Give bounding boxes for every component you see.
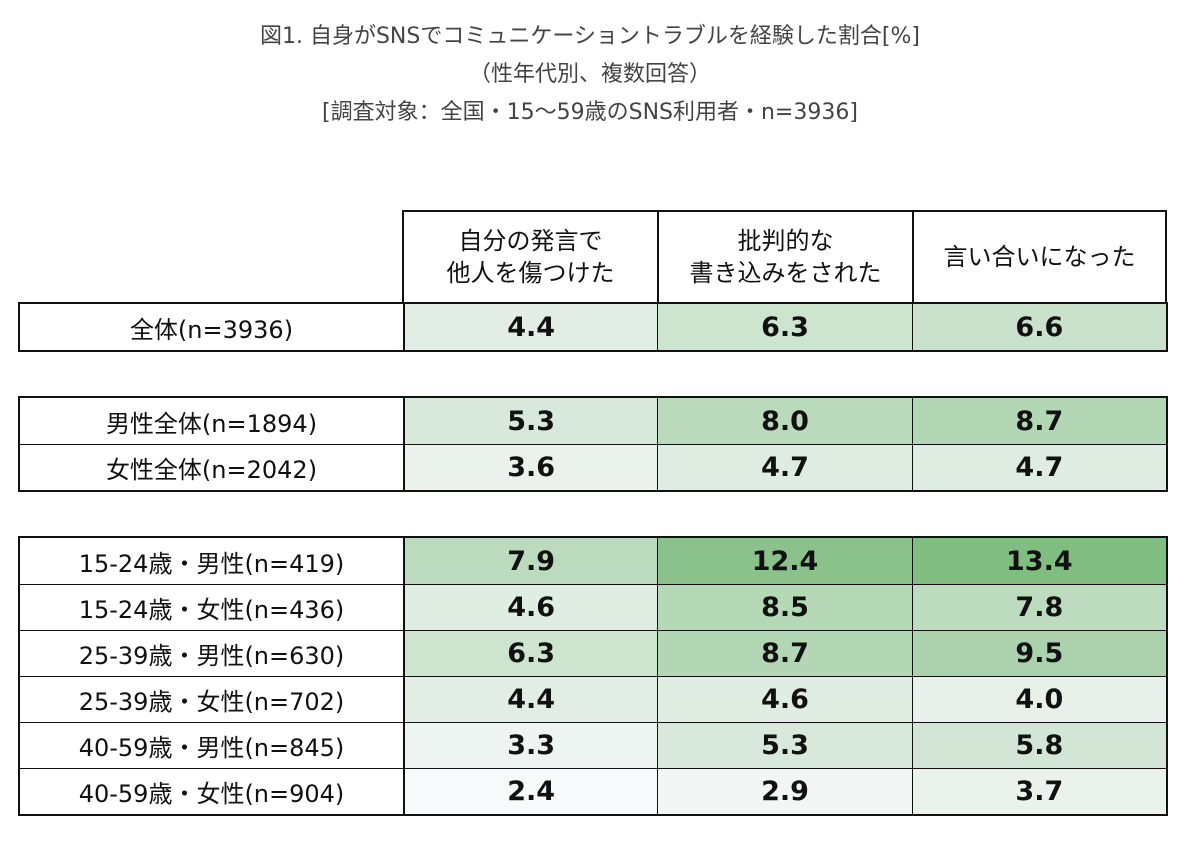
table-body: 全体(n=3936) 4.4 6.3 6.6 男性全体(n=1894) 5.3 8.0 8.7…	[18, 302, 1168, 816]
row-label: 25-39歳・女性(n=702)	[78, 688, 345, 716]
value-cell: 2.4	[403, 769, 658, 814]
value-cell: 4.0	[911, 677, 1166, 722]
table-row: 女性全体(n=2042) 3.6 4.7 4.7	[20, 444, 1166, 490]
row-label: 女性全体(n=2042)	[105, 456, 318, 484]
chart-subtitle: （性年代別、複数回答）	[468, 62, 711, 87]
value-cell: 4.6	[657, 677, 912, 722]
group-spacer	[18, 492, 1168, 536]
row-group: 15-24歳・男性(n=419) 7.9 12.4 13.4 15-24歳・女性(n=4…	[18, 536, 1168, 816]
value-cell: 8.5	[657, 585, 912, 630]
header-blank-cell	[18, 210, 402, 302]
row-label: 全体(n=3936)	[129, 315, 294, 344]
row-label: 40-59歳・男性(n=845)	[78, 734, 345, 762]
table-row: 男性全体(n=1894) 5.3 8.0 8.7	[20, 398, 1166, 444]
value-cell: 5.3	[657, 723, 912, 768]
table-row: 25-39歳・女性(n=702) 4.4 4.6 4.0	[20, 676, 1166, 722]
table-row: 15-24歳・女性(n=436) 4.6 8.5 7.8	[20, 584, 1166, 630]
column-header: 言い合いになった	[912, 210, 1167, 302]
value-cell: 6.3	[403, 631, 658, 676]
value-cell: 7.8	[911, 585, 1166, 630]
chart-title-block: 図1. 自身がSNSでコミュニケーショントラブルを経験した割合[%] （性年代別…	[0, 18, 1180, 132]
table-row: 25-39歳・男性(n=630) 6.3 8.7 9.5	[20, 630, 1166, 676]
value-cell: 3.7	[911, 769, 1166, 814]
value-cell: 4.4	[403, 304, 658, 350]
table-row: 40-59歳・男性(n=845) 3.3 5.3 5.8	[20, 722, 1166, 768]
row-group: 全体(n=3936) 4.4 6.3 6.6	[18, 302, 1168, 352]
header-row: 自分の発言で 他人を傷つけた 批判的な 書き込みをされた 言い合いになった	[18, 210, 1168, 302]
value-cell: 4.4	[403, 677, 658, 722]
heatmap-table: 自分の発言で 他人を傷つけた 批判的な 書き込みをされた 言い合いになった 全体…	[18, 210, 1168, 816]
row-label: 25-39歳・男性(n=630)	[78, 642, 345, 670]
value-cell: 5.8	[911, 723, 1166, 768]
value-cell: 9.5	[911, 631, 1166, 676]
value-cell: 4.7	[657, 445, 912, 490]
column-header: 批判的な 書き込みをされた	[657, 210, 912, 302]
column-header: 自分の発言で 他人を傷つけた	[402, 210, 657, 302]
value-cell: 8.0	[657, 398, 912, 444]
row-label: 15-24歳・男性(n=419)	[78, 549, 345, 578]
value-cell: 3.3	[403, 723, 658, 768]
row-label: 男性全体(n=1894)	[105, 409, 318, 438]
chart-survey-note: [調査対象：全国・15～59歳のSNS利用者・n=3936]	[322, 100, 858, 125]
chart-title: 図1. 自身がSNSでコミュニケーショントラブルを経験した割合[%]	[259, 24, 920, 49]
table-row: 40-59歳・女性(n=904) 2.4 2.9 3.7	[20, 768, 1166, 814]
value-cell: 7.9	[403, 538, 658, 584]
value-cell: 8.7	[657, 631, 912, 676]
value-cell: 6.6	[911, 304, 1166, 350]
value-cell: 5.3	[403, 398, 658, 444]
row-label: 40-59歳・女性(n=904)	[78, 780, 345, 808]
row-group: 男性全体(n=1894) 5.3 8.0 8.7 女性全体(n=2042) 3.6 4.7 4…	[18, 396, 1168, 492]
value-cell: 12.4	[657, 538, 912, 584]
value-cell: 2.9	[657, 769, 912, 814]
value-cell: 13.4	[911, 538, 1166, 584]
value-cell: 6.3	[657, 304, 912, 350]
value-cell: 4.6	[403, 585, 658, 630]
value-cell: 4.7	[911, 445, 1166, 490]
value-cell: 8.7	[911, 398, 1166, 444]
value-cell: 3.6	[403, 445, 658, 490]
table-row: 全体(n=3936) 4.4 6.3 6.6	[20, 304, 1166, 350]
table-row: 15-24歳・男性(n=419) 7.9 12.4 13.4	[20, 538, 1166, 584]
group-spacer	[18, 352, 1168, 396]
row-label: 15-24歳・女性(n=436)	[78, 596, 345, 624]
